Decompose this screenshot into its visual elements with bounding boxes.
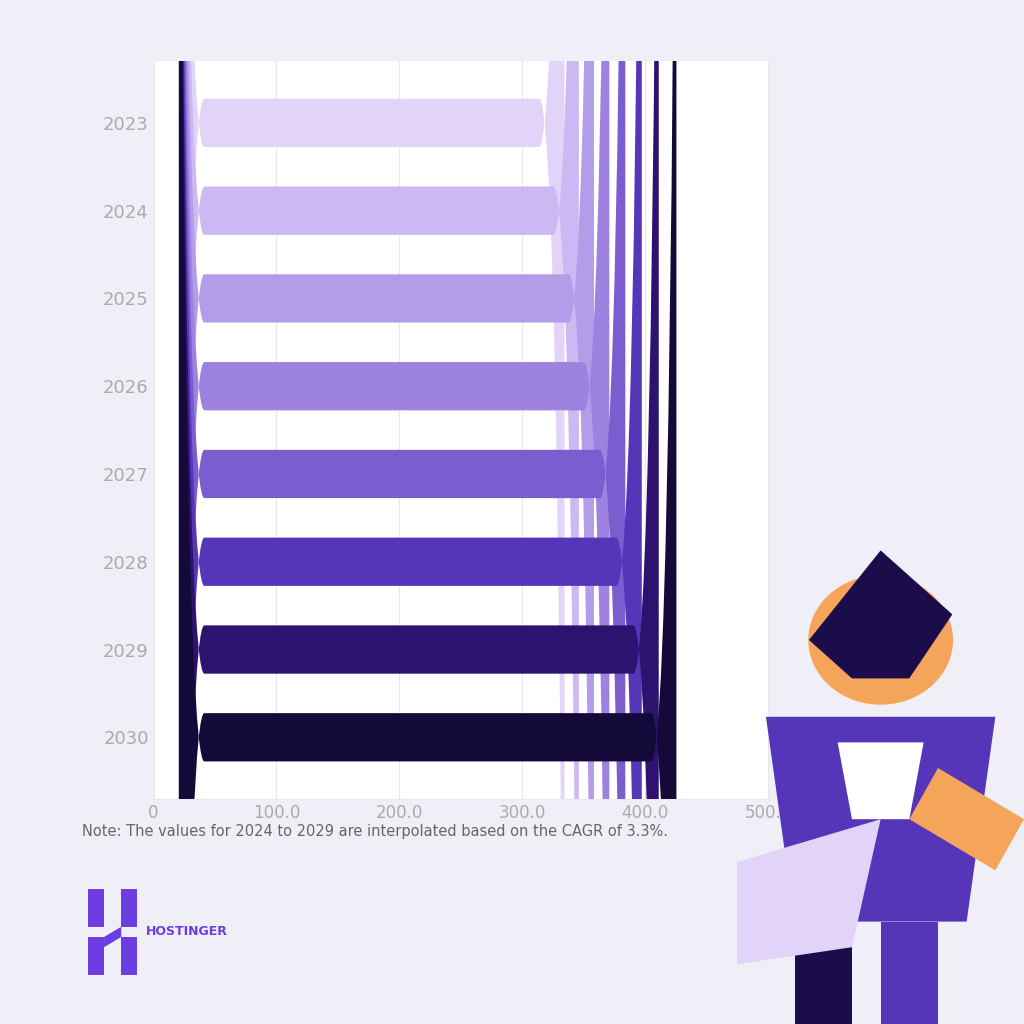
Text: USD
Millions: USD Millions	[780, 858, 838, 890]
FancyBboxPatch shape	[179, 0, 579, 1024]
FancyBboxPatch shape	[179, 0, 564, 1024]
Polygon shape	[121, 937, 137, 975]
FancyBboxPatch shape	[179, 0, 626, 1024]
Text: Note: The values for 2024 to 2029 are interpolated based on the CAGR of 3.3%.: Note: The values for 2024 to 2029 are in…	[82, 824, 668, 840]
Polygon shape	[88, 889, 104, 927]
FancyBboxPatch shape	[179, 0, 609, 1024]
Circle shape	[809, 575, 952, 705]
Polygon shape	[104, 927, 121, 947]
FancyBboxPatch shape	[179, 0, 677, 1024]
Polygon shape	[766, 717, 995, 922]
Polygon shape	[795, 922, 852, 1024]
FancyBboxPatch shape	[179, 0, 642, 1024]
Polygon shape	[121, 889, 137, 927]
Polygon shape	[838, 742, 924, 819]
Polygon shape	[881, 922, 938, 1024]
Polygon shape	[88, 937, 104, 975]
Polygon shape	[809, 551, 952, 678]
Polygon shape	[680, 819, 881, 973]
FancyBboxPatch shape	[179, 0, 658, 1024]
FancyBboxPatch shape	[179, 0, 594, 1024]
Text: HOSTINGER: HOSTINGER	[145, 926, 227, 938]
Polygon shape	[909, 768, 1024, 870]
